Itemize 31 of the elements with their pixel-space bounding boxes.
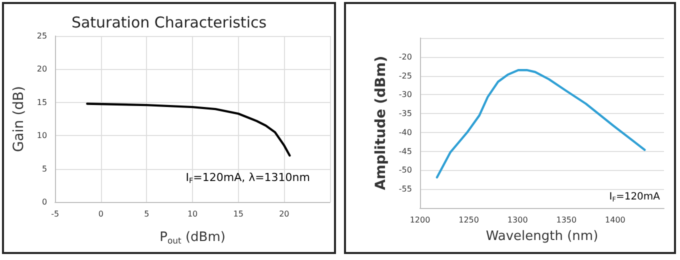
x-tick-label: -5 [51, 210, 60, 218]
y-tick-label: -30 [398, 90, 412, 100]
y-tick-label: 10 [36, 131, 48, 140]
y-tick-label: -55 [398, 184, 412, 194]
y-tick-label: -40 [398, 128, 412, 137]
y-tick-label: -20 [398, 52, 412, 62]
x-tick-label: 15 [233, 210, 244, 218]
line-series [86, 102, 291, 157]
y-axis-title: Amplitude (dBm) [373, 56, 390, 190]
y-tick-label: 15 [36, 98, 48, 107]
x-tick-label: 1200 [410, 216, 430, 224]
x-tick-label: 1300 [507, 216, 528, 224]
x-tick-label: 1350 [556, 216, 577, 224]
y-tick-label: -50 [398, 166, 412, 175]
y-tick-label: -45 [398, 146, 412, 156]
y-tick-label: 5 [42, 164, 48, 174]
y-tick-label: 25 [36, 32, 48, 40]
y-axis-title: Gain (dB) [11, 86, 27, 152]
x-tick-label: 10 [187, 210, 198, 218]
x-tick-label: 1250 [458, 216, 479, 224]
x-axis-title: Wavelength (nm) [486, 229, 598, 244]
x-tick-label: 5 [144, 210, 150, 218]
chart-title: Saturation Characteristics [71, 14, 267, 32]
line-series [436, 69, 646, 178]
y-tick-label: 20 [36, 64, 48, 74]
y-tick-label: 0 [42, 198, 48, 206]
y-tick-label: -25 [398, 71, 412, 80]
x-tick-label: 0 [98, 210, 104, 218]
x-tick-label: 20 [279, 210, 290, 218]
x-tick-label: 1400 [605, 216, 626, 224]
y-tick-label: -35 [398, 109, 412, 118]
